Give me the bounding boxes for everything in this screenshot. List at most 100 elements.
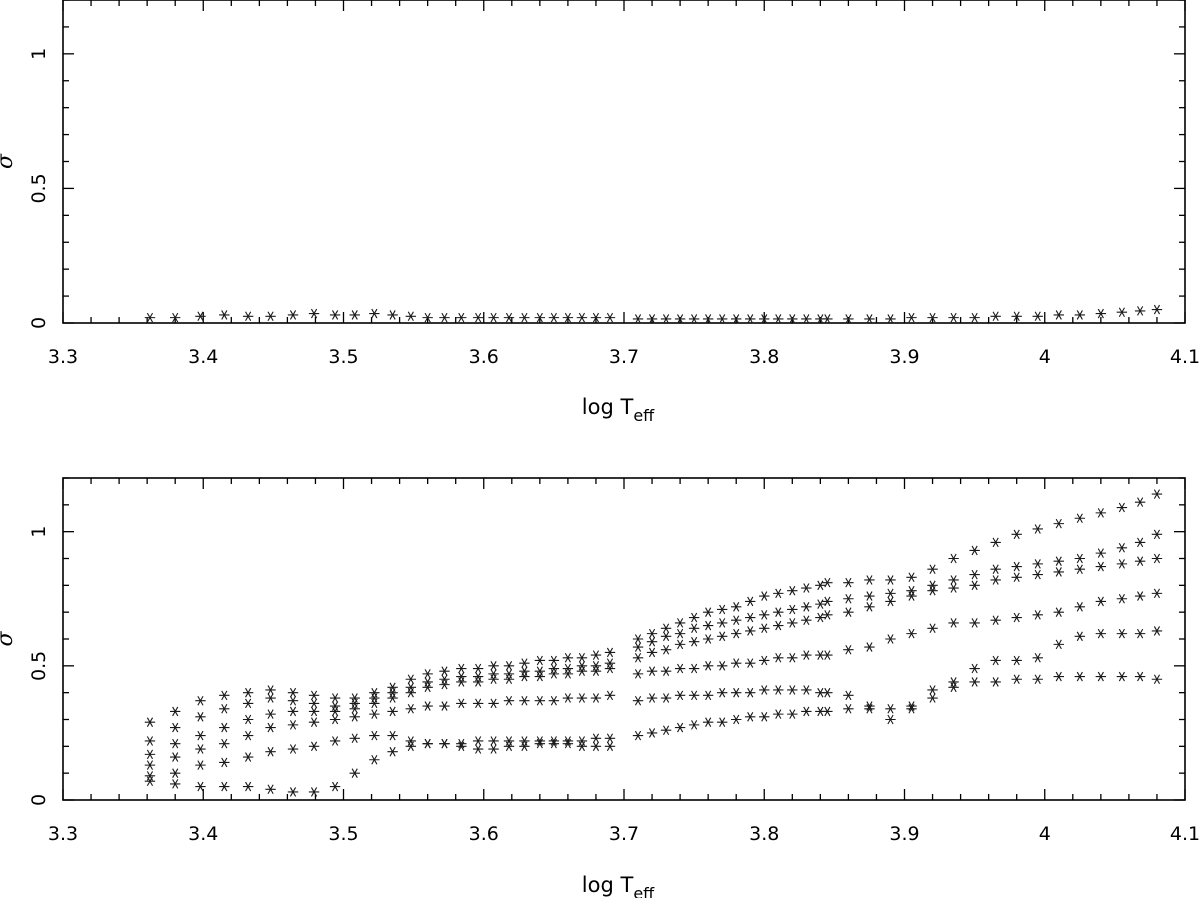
data-point: [660, 644, 672, 655]
data-point: [822, 706, 833, 717]
data-point: [674, 618, 686, 628]
x-tick-label: 3.6: [469, 823, 499, 845]
data-point: [1095, 671, 1107, 682]
data-point: [369, 730, 380, 741]
data-point: [969, 618, 980, 628]
data-point: [534, 671, 546, 682]
data-point: [688, 636, 700, 647]
data-point: [242, 714, 254, 725]
data-point: [562, 312, 574, 323]
data-point: [519, 741, 530, 752]
data-point: [674, 314, 686, 324]
data-point: [674, 690, 686, 701]
data-point: [387, 706, 398, 717]
data-point: [1032, 559, 1043, 569]
data-point: [1151, 588, 1163, 599]
data-point: [632, 314, 644, 324]
data-point: [990, 615, 1001, 625]
data-point: [1032, 610, 1043, 620]
data-point: [242, 687, 254, 698]
data-point: [1074, 671, 1086, 682]
data-point: [716, 661, 728, 671]
data-point: [488, 674, 499, 685]
data-point: [562, 669, 574, 679]
data-point: [576, 736, 588, 746]
panel-top: 3.3 3.4 3.5 3.6 3.7 3.8 3.9 4 4.1 0 0.5 1 log Teff σ: [0, 0, 1200, 425]
data-point: [1053, 310, 1064, 320]
data-point: [906, 585, 917, 596]
data-point: [688, 720, 700, 730]
data-point: [287, 695, 299, 706]
data-point: [731, 602, 742, 612]
data-point: [604, 663, 616, 674]
data-point: [519, 666, 530, 676]
data-point: [927, 564, 938, 575]
data-point: [660, 725, 672, 736]
data-point: [387, 693, 398, 703]
data-point: [632, 642, 644, 652]
data-point: [329, 693, 341, 703]
y-tick-label: 1: [28, 526, 50, 538]
x-tick-label: 3.4: [188, 346, 218, 368]
data-point: [759, 712, 770, 722]
data-point: [822, 596, 833, 607]
data-point: [1134, 671, 1146, 682]
data-point: [745, 596, 756, 607]
data-point: [562, 663, 574, 674]
data-point: [405, 736, 417, 746]
data-point: [787, 604, 798, 615]
x-axis-label-subscript: eff: [633, 884, 655, 898]
data-point: [405, 311, 417, 322]
data-point: [195, 695, 206, 706]
data-point: [439, 674, 450, 685]
data-point: [219, 690, 230, 701]
data-point: [1151, 626, 1163, 636]
data-point: [472, 671, 484, 682]
x-tick-label: 4: [1039, 346, 1051, 368]
data-point: [1032, 524, 1043, 534]
data-point: [1151, 674, 1163, 685]
data-point: [548, 695, 560, 706]
data-point: [787, 314, 798, 324]
data-point: [702, 314, 714, 324]
data-point: [265, 784, 276, 795]
data-point: [948, 312, 959, 323]
data-point: [632, 730, 644, 741]
data-point: [990, 311, 1001, 322]
data-point: [519, 671, 530, 682]
data-point: [1074, 602, 1086, 612]
data-point: [349, 703, 360, 714]
data-point: [329, 736, 341, 746]
data-point: [329, 310, 341, 320]
data-point: [646, 628, 658, 639]
data-point: [349, 712, 360, 722]
series-2: [144, 529, 1163, 746]
data-point: [969, 663, 980, 674]
data-point: [688, 690, 700, 701]
data-point: [287, 687, 299, 698]
data-point: [195, 781, 206, 792]
data-point: [646, 666, 658, 676]
data-point: [716, 314, 728, 324]
data-point: [472, 744, 484, 754]
data-point: [308, 690, 320, 701]
data-point: [387, 730, 398, 741]
data-point: [422, 669, 433, 679]
data-point: [265, 311, 276, 322]
data-point: [405, 682, 417, 693]
data-point: [590, 312, 602, 323]
data-point: [1095, 628, 1107, 639]
data-point: [308, 308, 320, 319]
x-tick-label: 3.8: [749, 346, 779, 368]
data-point: [716, 604, 728, 615]
data-point: [590, 650, 602, 660]
data-point: [990, 564, 1001, 575]
data-point: [759, 685, 770, 695]
y-tick-label: 0.5: [28, 651, 50, 681]
data-point: [170, 738, 181, 749]
y-axis-label: σ: [0, 631, 18, 647]
data-point: [308, 717, 320, 727]
x-tick-label: 3.7: [609, 346, 639, 368]
data-point: [773, 709, 784, 719]
data-point: [170, 722, 181, 733]
